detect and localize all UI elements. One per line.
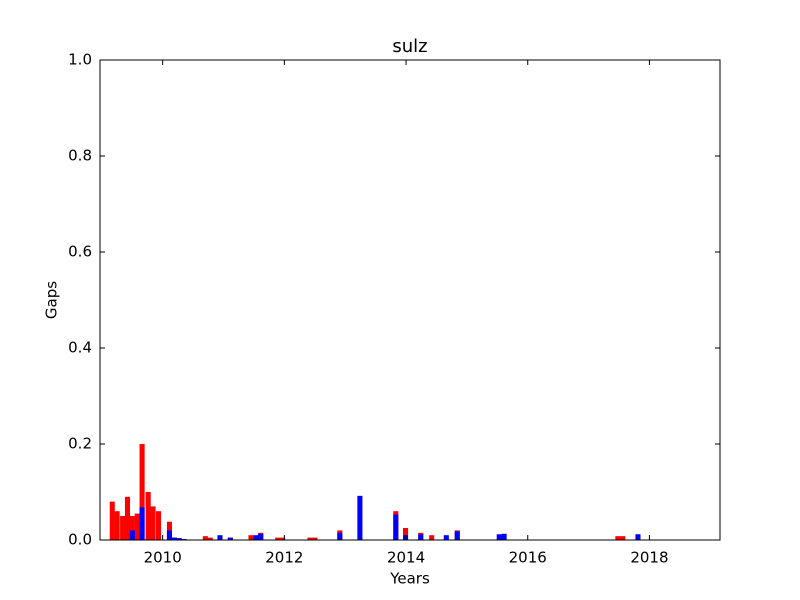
bar <box>227 537 233 540</box>
bar <box>176 538 182 540</box>
y-axis-label: Gaps <box>43 281 61 319</box>
x-tick-label: 2018 <box>630 549 668 567</box>
chart-title: sulz <box>392 36 427 57</box>
bar <box>150 506 156 540</box>
bar <box>501 533 507 540</box>
bar <box>155 511 162 540</box>
bar <box>109 501 115 540</box>
bar <box>312 537 318 540</box>
y-tick-label: 1.0 <box>68 51 92 69</box>
y-tick-label: 0.0 <box>68 531 92 549</box>
bar <box>454 531 460 540</box>
bar <box>393 514 399 540</box>
bar <box>248 535 254 540</box>
x-tick-label: 2014 <box>387 549 425 567</box>
bar <box>217 535 223 540</box>
bar <box>166 530 172 540</box>
x-axis-label: Years <box>389 570 430 588</box>
bar <box>207 537 213 540</box>
bar <box>337 532 343 540</box>
bar <box>615 536 621 540</box>
x-tick-label: 2016 <box>509 549 547 567</box>
y-tick-label: 0.2 <box>68 435 92 453</box>
bar <box>418 534 424 540</box>
bar <box>275 537 281 540</box>
bar <box>171 537 177 540</box>
bar <box>114 511 120 540</box>
bar <box>620 536 626 540</box>
plot-frame <box>99 59 721 541</box>
bar <box>403 535 409 540</box>
bar <box>253 535 259 540</box>
bar <box>134 513 140 540</box>
bar <box>635 534 641 540</box>
bar <box>145 492 151 540</box>
bar <box>139 444 145 540</box>
bar <box>124 496 131 540</box>
bar <box>280 537 286 540</box>
bar <box>120 516 126 540</box>
bar <box>496 534 502 540</box>
y-tick-label: 0.8 <box>68 147 92 165</box>
x-tick-label: 2012 <box>265 549 303 567</box>
bar <box>357 495 363 540</box>
bar <box>139 507 145 540</box>
y-tick-label: 0.4 <box>68 339 92 357</box>
plot-area <box>109 444 641 540</box>
bar <box>307 537 313 540</box>
bar <box>202 536 208 540</box>
y-tick-label: 0.6 <box>68 243 92 261</box>
bar <box>258 533 264 540</box>
bar <box>129 530 135 540</box>
bar <box>443 535 449 540</box>
bar <box>429 535 435 540</box>
x-tick-label: 2010 <box>144 549 182 567</box>
bar <box>403 528 409 540</box>
bar <box>129 516 135 540</box>
